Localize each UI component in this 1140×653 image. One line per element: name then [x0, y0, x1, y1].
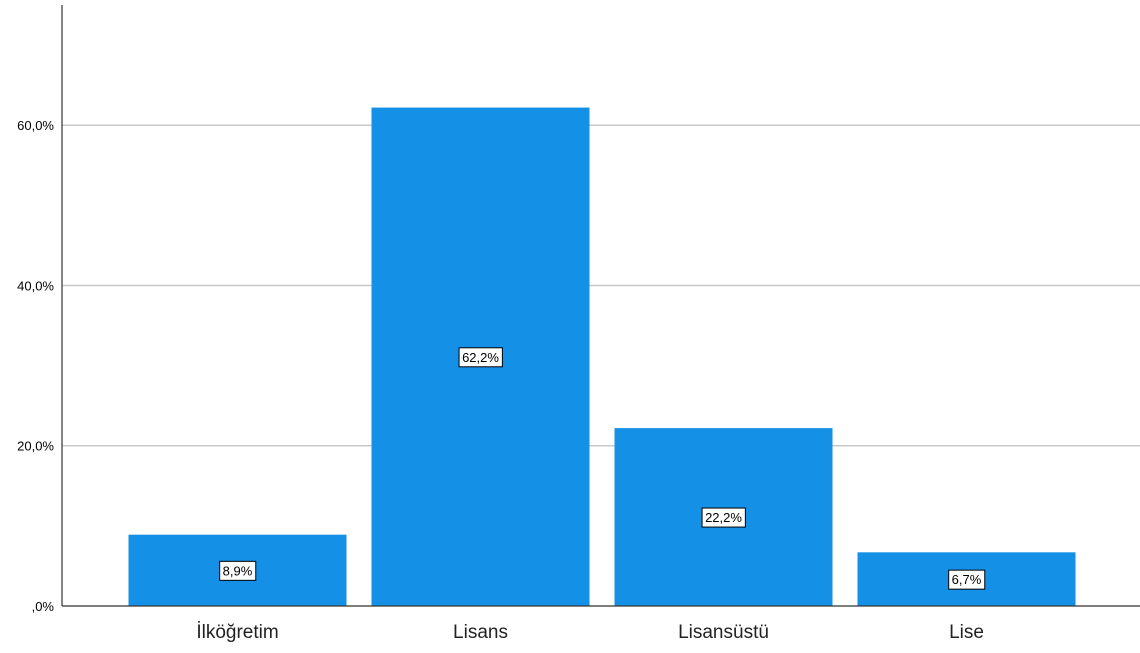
data-label: 62,2% — [458, 347, 503, 368]
data-label-text: 6,7% — [952, 572, 982, 587]
y-tick-label: 60,0% — [17, 118, 54, 133]
data-label: 6,7% — [948, 569, 986, 590]
x-tick-label: Lise — [949, 622, 984, 643]
data-label-text: 22,2% — [705, 510, 742, 525]
y-tick-label: ,0% — [32, 599, 55, 614]
y-tick-label: 20,0% — [17, 439, 54, 454]
gridlines — [62, 124, 1140, 447]
bars — [128, 107, 1076, 606]
x-tick-labels: İlköğretim Lisans Lisansüstü Lise — [196, 622, 984, 643]
y-tick-labels: ,0% 20,0% 40,0% 60,0% — [17, 118, 54, 614]
data-label: 8,9% — [219, 560, 257, 581]
data-label-box — [701, 507, 746, 528]
data-label-text: 8,9% — [223, 563, 253, 578]
data-labels: 8,9% 62,2% 22,2% 6,7% — [219, 347, 986, 590]
data-label-box — [948, 569, 986, 590]
data-label: 22,2% — [701, 507, 746, 528]
data-label-box — [458, 347, 503, 368]
x-tick-label: Lisans — [453, 622, 508, 643]
data-label-box — [219, 560, 257, 581]
y-tick-label: 40,0% — [17, 278, 54, 293]
data-label-text: 62,2% — [462, 350, 499, 365]
x-tick-label: İlköğretim — [196, 622, 278, 643]
x-tick-label: Lisansüstü — [678, 622, 769, 643]
